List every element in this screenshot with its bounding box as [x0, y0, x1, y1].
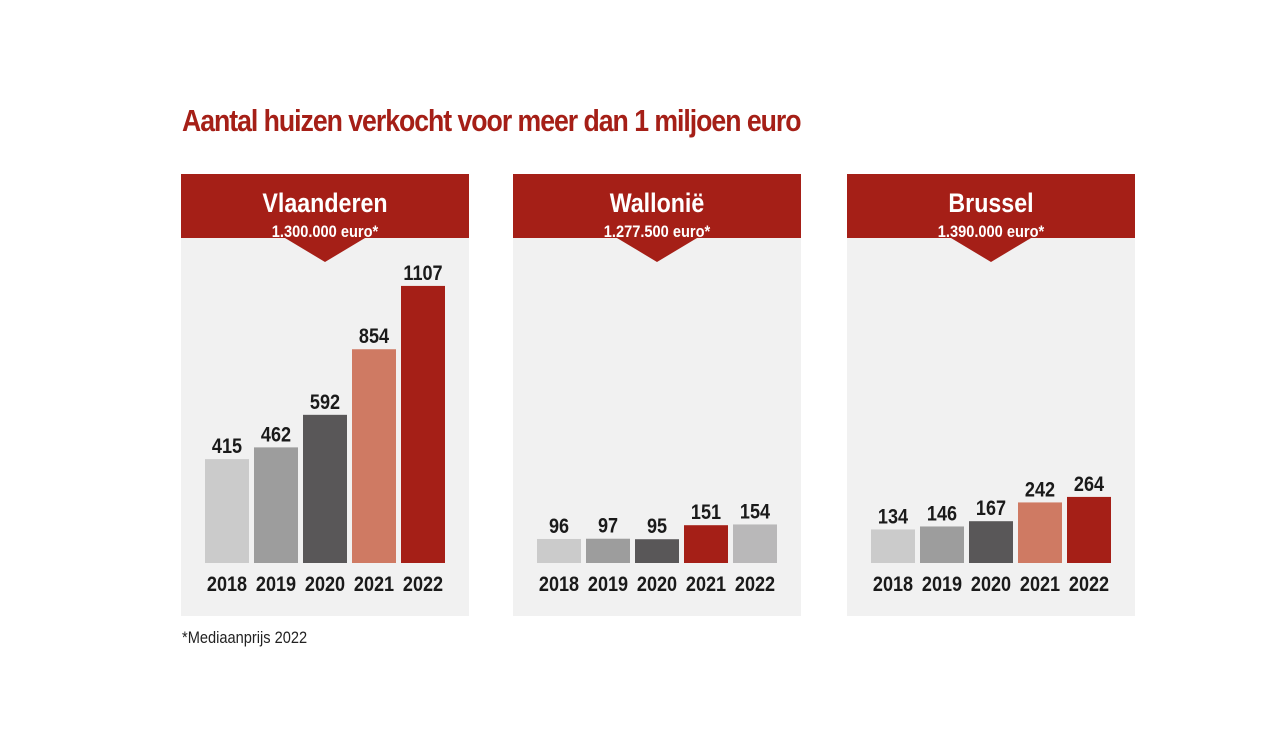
x-tick-label: 2021 [354, 573, 394, 597]
x-tick-label: 2018 [873, 573, 913, 597]
data-label: 95 [647, 515, 667, 539]
bar-2021 [1018, 502, 1062, 563]
x-tick-label: 2019 [256, 573, 296, 597]
bar-2022 [1067, 496, 1111, 563]
x-tick-label: 2020 [971, 573, 1011, 597]
chart-title: Aantal huizen verkocht voor meer dan 1 m… [182, 103, 802, 138]
data-label: 96 [549, 515, 569, 539]
data-label: 146 [927, 502, 957, 526]
panel-title: Vlaanderen [262, 188, 387, 218]
header-banner [181, 174, 469, 262]
footnote: *Mediaanprijs 2022 [182, 628, 308, 647]
x-tick-label: 2021 [1020, 573, 1060, 597]
panel-title: Brussel [948, 188, 1033, 218]
x-tick-label: 2018 [207, 573, 247, 597]
bar-2020 [635, 539, 679, 563]
bar-2020 [969, 521, 1013, 563]
x-tick-label: 2021 [686, 573, 726, 597]
data-label: 415 [212, 435, 242, 459]
panel-subtitle: 1.390.000 euro* [938, 223, 1045, 241]
chart-svg: Wallonië 1.277.500 euro* 96 2018 97 2019 95 202… [513, 174, 801, 597]
data-label: 264 [1074, 473, 1104, 497]
x-tick-label: 2019 [922, 573, 962, 597]
bar-2019 [254, 447, 298, 563]
header-banner [847, 174, 1135, 262]
chart-svg: Brussel 1.390.000 euro* 134 2018 146 2019 167 2… [847, 174, 1135, 597]
data-label: 854 [359, 325, 389, 349]
bar-2022 [401, 285, 445, 563]
data-label: 1107 [403, 262, 442, 286]
panel-brussel: Brussel 1.390.000 euro* 134 2018 146 2019 167 2… [847, 174, 1135, 616]
bar-2021 [684, 525, 728, 563]
chart-svg: Vlaanderen 1.300.000 euro* 415 2018 462 2019 5… [181, 174, 469, 597]
data-label: 97 [598, 514, 618, 538]
data-label: 134 [878, 505, 908, 529]
x-tick-label: 2022 [403, 573, 443, 597]
x-tick-label: 2022 [1069, 573, 1109, 597]
data-label: 242 [1025, 478, 1055, 502]
bar-2019 [920, 526, 964, 563]
data-label: 151 [691, 501, 721, 525]
bar-2019 [586, 538, 630, 563]
x-tick-label: 2020 [637, 573, 677, 597]
data-label: 154 [740, 500, 770, 524]
bar-2020 [303, 414, 347, 563]
panel-wallonie: Wallonië 1.277.500 euro* 96 2018 97 2019 95 202… [513, 174, 801, 616]
panel-vlaanderen: Vlaanderen 1.300.000 euro* 415 2018 462 2019 5… [181, 174, 469, 616]
panel-title: Wallonië [610, 188, 705, 218]
bar-2018 [537, 538, 581, 563]
panel-subtitle: 1.277.500 euro* [604, 223, 711, 241]
bar-2018 [205, 459, 249, 563]
header-banner [513, 174, 801, 262]
data-label: 167 [976, 497, 1006, 521]
x-tick-label: 2022 [735, 573, 775, 597]
panel-subtitle: 1.300.000 euro* [272, 223, 379, 241]
x-tick-label: 2019 [588, 573, 628, 597]
bar-2022 [733, 524, 777, 563]
x-tick-label: 2018 [539, 573, 579, 597]
data-label: 462 [261, 423, 291, 447]
bar-2021 [352, 349, 396, 563]
data-label: 592 [310, 391, 340, 415]
x-tick-label: 2020 [305, 573, 345, 597]
bar-2018 [871, 529, 915, 563]
